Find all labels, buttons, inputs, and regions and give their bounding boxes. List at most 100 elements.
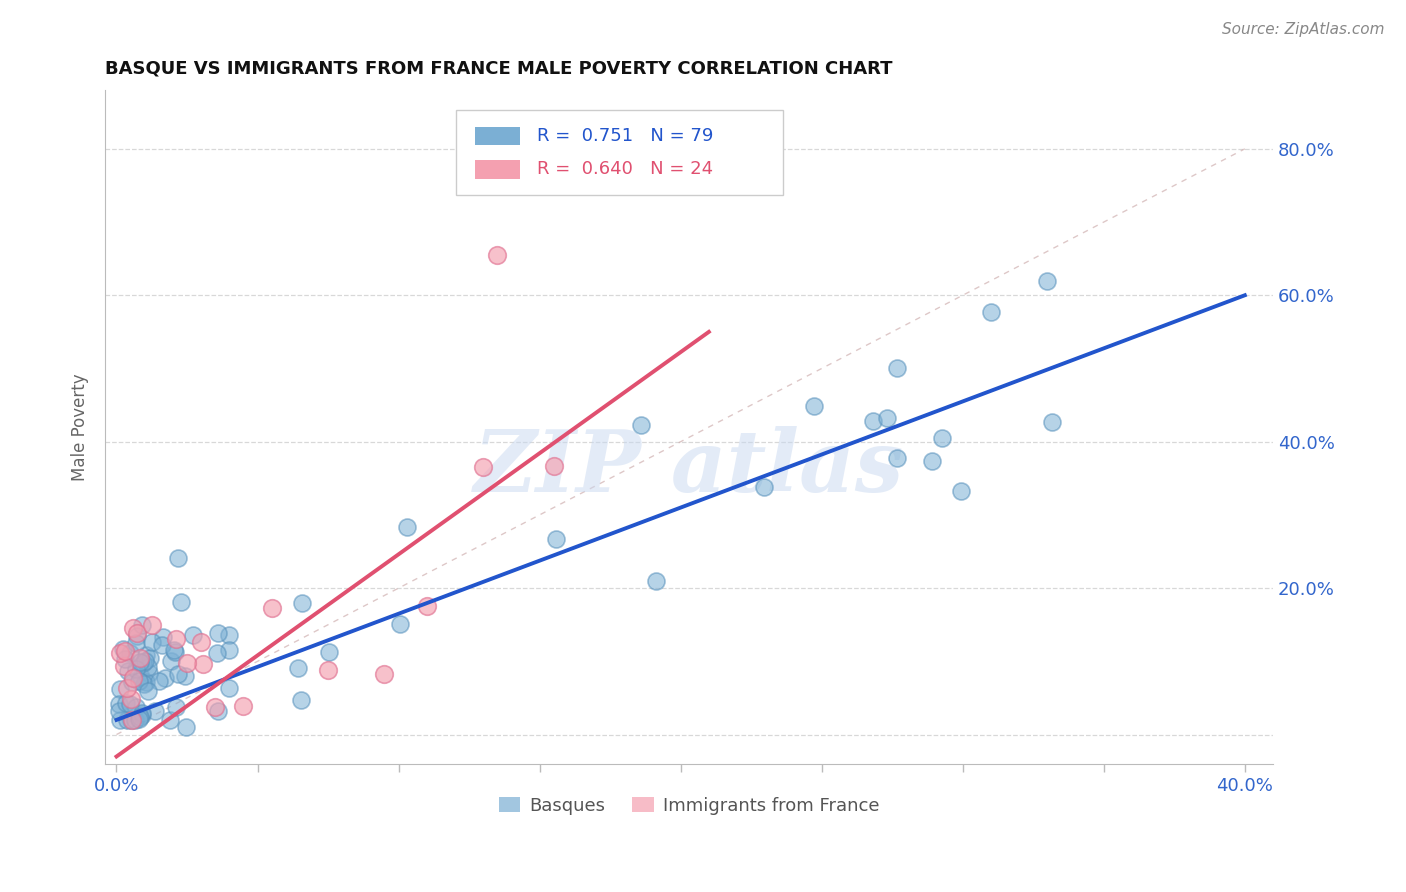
Point (207, 626, 229, 640)
Point (183, 628, 205, 642)
Point (176, 657, 198, 671)
Point (291, 596, 314, 610)
Point (128, 674, 150, 689)
FancyBboxPatch shape (456, 111, 783, 194)
Point (131, 618, 153, 632)
Point (114, 651, 136, 665)
Point (117, 664, 139, 678)
Point (121, 672, 143, 686)
Point (862, 414, 884, 428)
Point (1042, 415, 1064, 429)
Point (131, 708, 153, 723)
Point (204, 700, 226, 714)
Point (120, 692, 142, 706)
Point (232, 698, 254, 713)
Bar (475, 160, 520, 178)
Point (129, 651, 152, 665)
Point (921, 454, 943, 468)
Text: R =  0.640   N = 24: R = 0.640 N = 24 (537, 160, 713, 178)
Point (287, 661, 309, 675)
Point (176, 720, 198, 734)
Point (135, 648, 157, 663)
Point (124, 713, 146, 727)
Point (318, 645, 340, 659)
Point (472, 459, 495, 474)
Point (125, 700, 148, 714)
Legend: Basques, Immigrants from France: Basques, Immigrants from France (492, 789, 887, 822)
Point (136, 684, 159, 698)
Point (152, 630, 174, 644)
Point (169, 595, 191, 609)
Point (131, 706, 153, 721)
Point (316, 664, 339, 678)
Point (165, 645, 187, 659)
Point (544, 533, 567, 547)
Point (125, 626, 148, 640)
Point (118, 647, 141, 661)
Point (876, 410, 898, 425)
Point (207, 704, 229, 718)
Point (141, 618, 163, 632)
Point (416, 599, 439, 613)
Point (395, 520, 418, 534)
Point (143, 705, 166, 719)
Point (112, 659, 135, 673)
Point (886, 361, 908, 376)
Point (148, 673, 170, 688)
Point (128, 656, 150, 670)
Point (218, 643, 240, 657)
Point (117, 681, 139, 696)
Point (205, 646, 228, 660)
Point (139, 650, 162, 665)
Point (218, 628, 240, 642)
Point (141, 635, 163, 649)
Point (125, 636, 148, 650)
Point (129, 710, 152, 724)
Point (108, 704, 131, 718)
Point (290, 692, 312, 706)
Point (159, 713, 181, 727)
Point (190, 634, 212, 648)
Point (120, 697, 142, 711)
Point (128, 712, 150, 726)
Point (803, 400, 825, 414)
Point (125, 662, 148, 676)
Text: ZIP atlas: ZIP atlas (474, 425, 904, 509)
Y-axis label: Male Poverty: Male Poverty (72, 373, 89, 481)
Point (160, 654, 183, 668)
Point (108, 697, 131, 711)
Point (980, 305, 1002, 319)
Point (165, 699, 187, 714)
Point (645, 574, 668, 588)
Point (132, 676, 155, 690)
Point (150, 638, 173, 652)
Point (153, 671, 176, 685)
Point (125, 629, 148, 643)
Point (486, 248, 509, 262)
Point (191, 657, 214, 671)
Point (886, 450, 908, 465)
Point (134, 654, 156, 668)
Point (121, 674, 143, 689)
Point (138, 665, 160, 680)
Point (111, 642, 134, 657)
Point (135, 674, 157, 689)
Point (108, 682, 131, 697)
Point (115, 713, 138, 727)
Point (121, 713, 143, 727)
Point (630, 417, 652, 432)
Point (114, 644, 136, 658)
Point (388, 617, 411, 632)
Point (110, 646, 132, 660)
Point (121, 622, 143, 636)
Point (132, 656, 155, 670)
Point (752, 479, 775, 493)
Point (136, 660, 159, 674)
Point (218, 681, 240, 696)
Point (163, 642, 186, 657)
Point (115, 696, 138, 710)
Point (166, 550, 188, 565)
Point (165, 632, 187, 646)
Point (129, 670, 152, 684)
Point (1036, 274, 1059, 288)
